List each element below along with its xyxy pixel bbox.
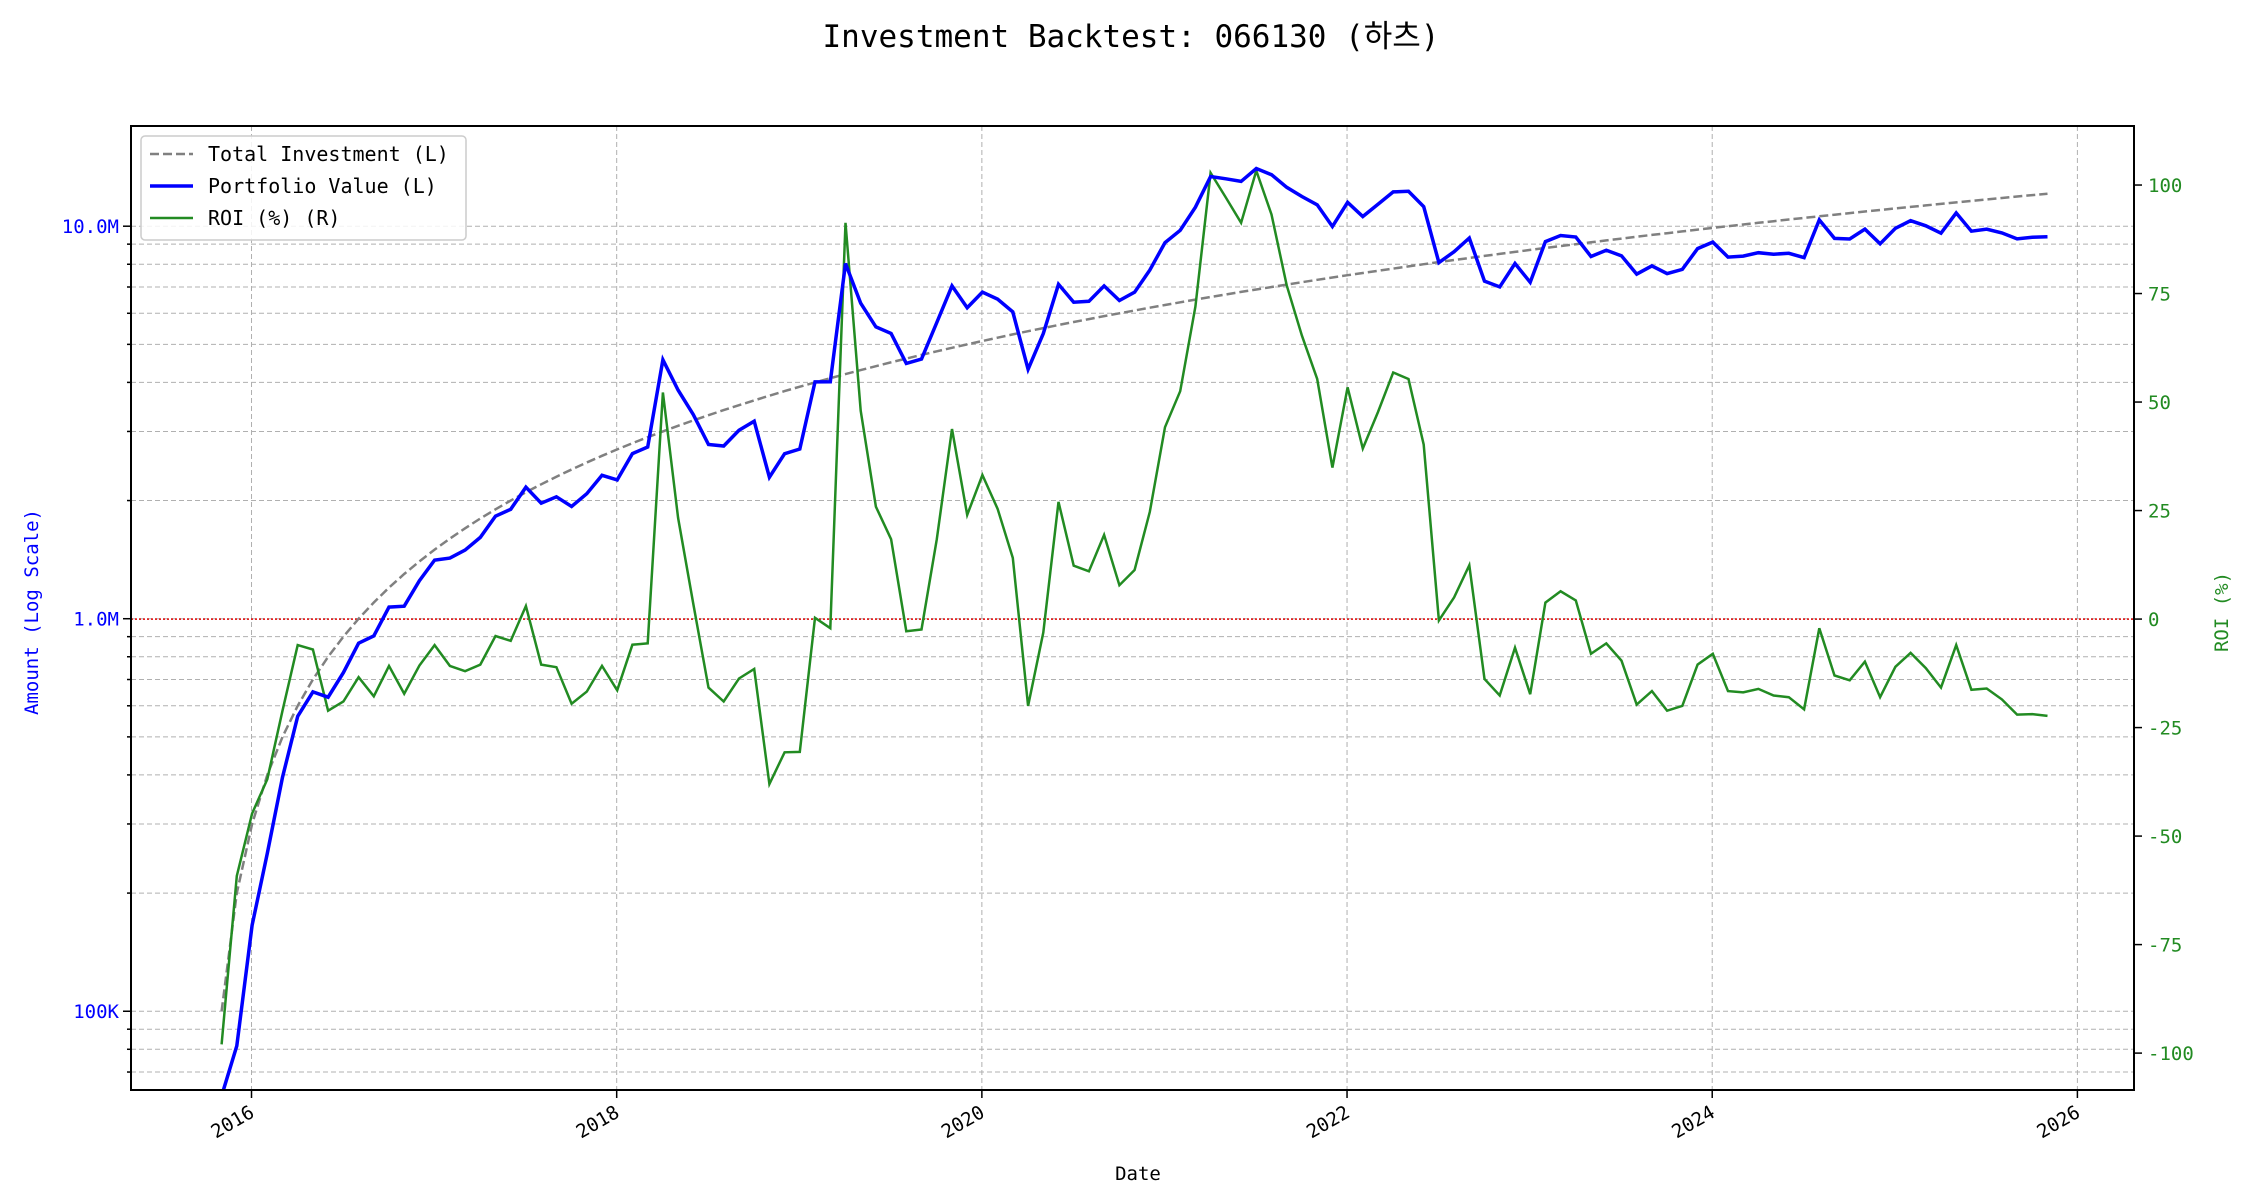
y-right-tick-label: 75 — [2148, 284, 2171, 306]
legend-box — [140, 135, 467, 241]
total-investment-line — [220, 192, 2048, 1012]
legend: Total Investment (L) Portfolio Value (L)… — [140, 135, 467, 241]
y-right-tick-label: -50 — [2148, 826, 2182, 848]
y-right-tick-label: 0 — [2148, 609, 2159, 631]
y-right-tick-label: -100 — [2148, 1043, 2194, 1065]
portfolio-value-line — [221, 166, 2048, 1090]
plot-frame — [130, 125, 2135, 1091]
plot-series — [131, 166, 2134, 1090]
y-right-axis-label: ROI (%) — [2211, 572, 2233, 652]
roi-line — [220, 166, 2048, 1045]
y-left-tick-label: 10.0M — [62, 216, 119, 238]
y-left-tick-label: 1.0M — [73, 609, 119, 631]
y-right-tick-label: 100 — [2148, 175, 2182, 197]
y-right-tick-label: 25 — [2148, 501, 2171, 523]
y-right-tick-label: -75 — [2148, 935, 2182, 957]
y-right-tick-label: -25 — [2148, 718, 2182, 740]
legend-label-roi: ROI (%) (R) — [208, 206, 340, 230]
x-axis-label: Date — [1115, 1163, 1161, 1185]
chart-title: Investment Backtest: 066130 (하츠) — [823, 19, 1440, 55]
legend-label-total-investment: Total Investment (L) — [208, 142, 449, 166]
y-left-axis-label: Amount (Log Scale) — [21, 509, 43, 715]
legend-label-portfolio-value: Portfolio Value (L) — [208, 174, 437, 198]
y-left-tick-label: 100K — [73, 1001, 119, 1023]
y-right-tick-label: 50 — [2148, 392, 2171, 414]
